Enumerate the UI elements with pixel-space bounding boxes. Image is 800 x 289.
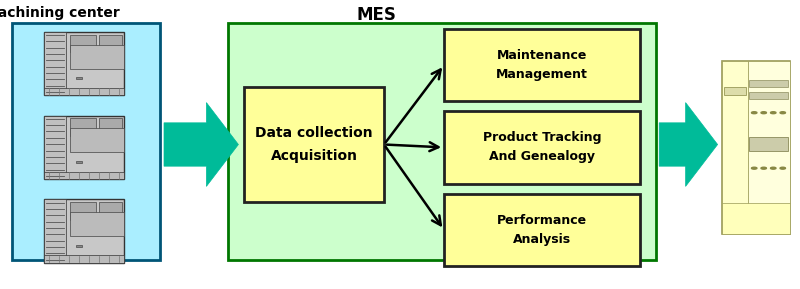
Bar (70, 202, 95, 220)
Bar (44, 32, 66, 95)
Bar (76, 161, 82, 163)
Bar (444, 111, 640, 184)
Bar (44, 88, 124, 95)
Bar (99, 118, 122, 136)
Bar (70, 212, 124, 236)
Text: Data collection
Acquisition: Data collection Acquisition (255, 126, 373, 163)
Circle shape (751, 167, 757, 169)
Bar (76, 245, 82, 247)
Bar (722, 61, 748, 234)
Bar (70, 128, 124, 153)
Bar (70, 118, 95, 136)
Bar (722, 203, 790, 234)
Bar (750, 80, 787, 87)
Bar (244, 87, 384, 202)
Bar (76, 77, 82, 79)
Bar (228, 23, 656, 260)
Bar (44, 199, 124, 263)
Bar (44, 172, 124, 179)
Circle shape (751, 112, 757, 114)
Bar (44, 116, 66, 179)
Bar (748, 61, 790, 234)
Bar (44, 116, 124, 179)
Bar (70, 35, 95, 53)
Circle shape (780, 112, 786, 114)
Bar (444, 194, 640, 266)
Text: MES: MES (356, 6, 396, 24)
Polygon shape (164, 103, 238, 186)
Bar (725, 87, 746, 95)
Polygon shape (659, 103, 718, 186)
Circle shape (770, 112, 776, 114)
Circle shape (770, 167, 776, 169)
Bar (70, 45, 124, 69)
Text: Maintenance
Management: Maintenance Management (496, 49, 588, 81)
Circle shape (761, 167, 766, 169)
Bar (12, 23, 160, 260)
Bar (44, 255, 124, 263)
Circle shape (780, 167, 786, 169)
Text: Machining center: Machining center (0, 6, 120, 20)
Bar (99, 202, 122, 220)
Text: Performance
Analysis: Performance Analysis (497, 214, 587, 246)
Bar (99, 35, 122, 53)
Bar (44, 32, 124, 95)
Bar (750, 137, 787, 151)
Bar (750, 92, 787, 99)
Bar (444, 29, 640, 101)
Circle shape (761, 112, 766, 114)
Bar (722, 61, 790, 234)
Bar (44, 199, 66, 263)
Text: Product Tracking
And Genealogy: Product Tracking And Genealogy (482, 131, 602, 163)
